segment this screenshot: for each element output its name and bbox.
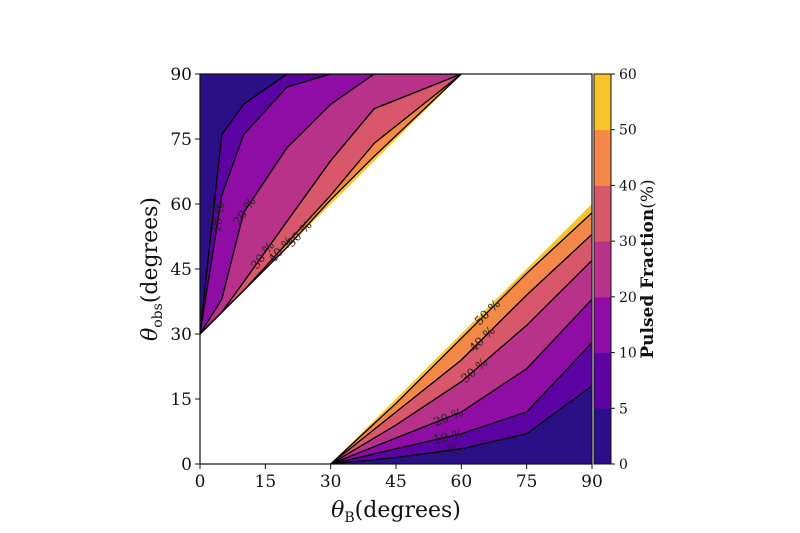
lower-contour-5 (330, 385, 592, 464)
colorbar-band-20-30 (594, 241, 611, 298)
x-tick-label: 90 (581, 472, 603, 492)
colorbar-band-10-20 (594, 296, 611, 354)
colorbar-tick-label: 20 (619, 290, 637, 306)
upper-contour-label-5: 5 % (205, 202, 221, 226)
x-axis-unit: (degrees) (355, 498, 461, 523)
lower-contour-20 (330, 298, 592, 464)
upper-contour-5 (200, 74, 462, 335)
colorbar-tick-label: 30 (619, 234, 637, 250)
colorbar-band-5-10 (594, 352, 611, 409)
y-tick-label: 15 (170, 390, 192, 410)
colorbar-tick-label: 10 (619, 346, 637, 362)
colorbar-band-30-40 (594, 185, 611, 242)
x-axis-ticks: 0 15 30 45 60 75 90 (195, 464, 603, 492)
y-tick-label: 75 (170, 130, 192, 150)
x-tick-label: 60 (451, 472, 473, 492)
x-tick-label: 0 (195, 472, 206, 492)
upper-contour-label-10: 10 % (209, 201, 228, 233)
colorbar-tick-label: 50 (619, 123, 637, 139)
colorbar-tick-label: 0 (619, 457, 628, 473)
upper-contour-50 (200, 74, 462, 335)
colorbar-band-40-50 (594, 129, 611, 186)
y-axis-subscript: obs (150, 303, 166, 328)
lower-contour-40 (330, 233, 592, 464)
colorbar-label-text: Pulsed Fraction (638, 209, 658, 359)
lower-contour-label-5: 5 % (436, 442, 461, 459)
contour-lines (200, 74, 592, 464)
colorbar-tick-label: 5 (619, 401, 628, 417)
colorbar-ticks: 0 5 10 20 30 40 50 60 (611, 67, 637, 473)
y-tick-label: 0 (181, 455, 192, 475)
x-tick-label: 30 (320, 472, 342, 492)
lower-contour-50 (330, 212, 592, 464)
x-tick-label: 45 (385, 472, 407, 492)
colorbar (594, 74, 611, 465)
y-tick-label: 90 (170, 65, 192, 85)
y-tick-label: 45 (170, 260, 192, 280)
x-axis-symbol: θ (331, 498, 344, 523)
x-tick-label: 75 (516, 472, 538, 492)
colorbar-tick-label: 60 (619, 67, 637, 83)
colorbar-frame (593, 73, 612, 465)
x-axis-subscript: B (344, 510, 354, 526)
upper-contour-20 (200, 74, 462, 335)
colorbar-label-suffix: (%) (638, 179, 658, 208)
colorbar-band-50-60 (594, 74, 611, 131)
x-tick-label: 15 (255, 472, 277, 492)
lower-contour-label-10: 10 % (432, 426, 465, 447)
upper-contour-10 (200, 74, 462, 335)
lower-contour-30 (330, 259, 592, 464)
lower-contour-10 (330, 342, 592, 464)
colorbar-label: Pulsed Fraction(%) (638, 179, 658, 358)
colorbar-tick-label: 40 (619, 178, 637, 194)
y-axis-unit: (degrees) (138, 197, 163, 303)
y-axis-label: θobs(degrees) (138, 197, 166, 341)
y-tick-label: 60 (170, 195, 192, 215)
colorbar-band-0-5 (594, 408, 611, 465)
y-tick-label: 30 (170, 325, 192, 345)
y-axis-symbol: θ (138, 328, 163, 341)
x-axis-label: θB(degrees) (331, 498, 461, 526)
y-axis-ticks: 0 15 30 45 60 75 90 (170, 65, 200, 475)
